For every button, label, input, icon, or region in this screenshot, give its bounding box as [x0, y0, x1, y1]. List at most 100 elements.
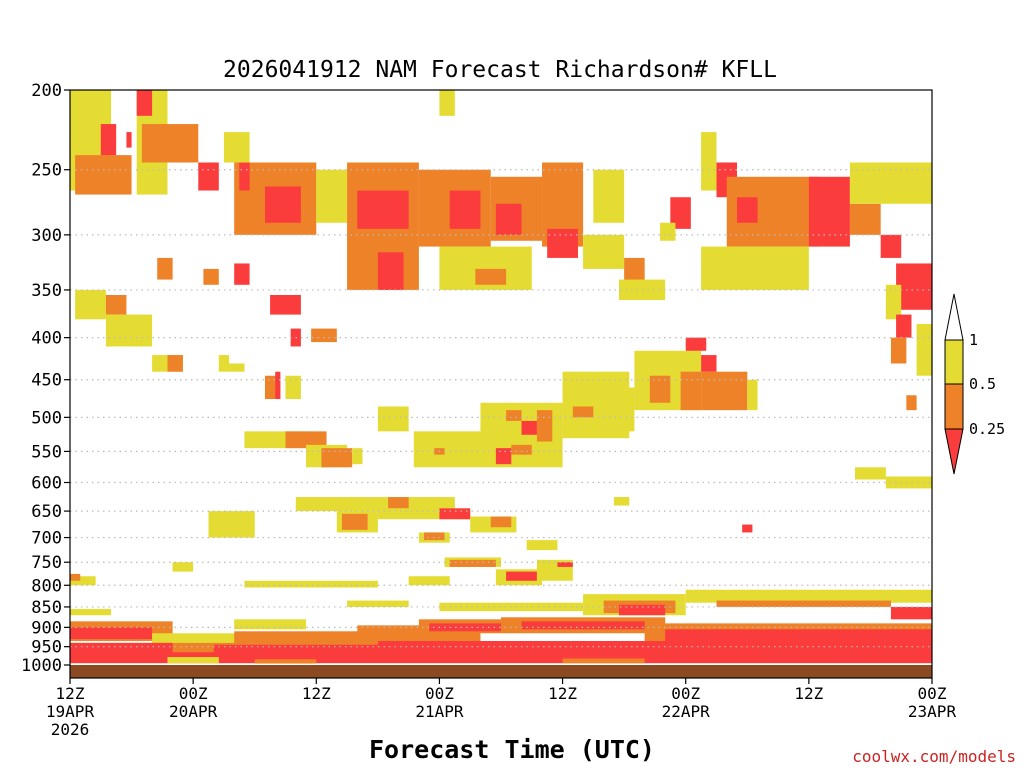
ri-region-81 — [229, 363, 245, 372]
ri-region-4 — [141, 124, 199, 163]
y-axis-pressure: 200 250 300 350 400 450 500 550 600 650 700 750 8008… — [21, 81, 70, 676]
x-tick-label-5-line2: 22APR — [662, 702, 711, 721]
x-tick-label-2-line1: 12Z — [302, 684, 331, 703]
ri-region-83 — [896, 314, 912, 338]
ri-region-37 — [701, 246, 809, 290]
ri-region-112 — [70, 573, 81, 581]
ri-shaded-regions — [70, 90, 932, 664]
y-tick-label-950: 950 — [31, 638, 62, 658]
ri-region-80 — [701, 355, 717, 372]
x-tick-label-7-line1: 00Z — [918, 684, 947, 703]
legend-0-25-to-0-5-swatch — [944, 383, 964, 430]
ri-region-42 — [75, 289, 106, 320]
y-tick-label-800: 800 — [31, 576, 62, 596]
ri-region-70 — [495, 448, 512, 465]
y-tick-label-650: 650 — [31, 502, 62, 522]
ri-region-129 — [429, 623, 501, 632]
y-tick-label-250: 250 — [31, 161, 62, 181]
ri-region-119 — [716, 600, 891, 607]
ri-region-108 — [408, 576, 450, 586]
ri-region-90 — [388, 497, 409, 509]
ri-region-75 — [649, 375, 671, 403]
ri-region-50 — [270, 295, 301, 315]
ri-region-138 — [70, 652, 932, 664]
source-credit: coolwx.com/models — [852, 747, 1016, 766]
ri-region-52 — [311, 328, 337, 343]
ri-region-96 — [490, 516, 512, 528]
ri-region-94 — [439, 508, 471, 520]
plot-frame — [69, 89, 933, 679]
ri-region-63 — [413, 431, 481, 468]
ri-color-legend: 1 0.5 0.25 — [944, 293, 1005, 475]
ri-region-22 — [547, 228, 578, 258]
ri-region-62 — [377, 406, 409, 432]
legend-label-0-25: 0.25 — [969, 420, 1005, 438]
y-tick-label-350: 350 — [31, 281, 62, 301]
ri-region-69 — [511, 444, 532, 455]
ri-region-79 — [747, 379, 758, 411]
x-tick-label-3-line2: 21APR — [415, 702, 464, 721]
y-tick-label-400: 400 — [31, 329, 62, 349]
ri-region-5 — [136, 90, 153, 116]
ri-region-93 — [377, 508, 471, 520]
x-tick-label-1-line1: 00Z — [179, 684, 208, 703]
ri-region-122 — [234, 619, 307, 630]
legend-0-5-to-1-swatch — [944, 339, 964, 385]
y-tick-label-750: 750 — [31, 553, 62, 573]
y-tick-label-600: 600 — [31, 473, 62, 493]
ri-region-77 — [685, 337, 707, 351]
ri-region-98 — [424, 532, 445, 541]
ri-region-11 — [239, 162, 250, 191]
y-tick-label-900: 900 — [31, 618, 62, 638]
y-tick-label-200: 200 — [31, 81, 62, 101]
ri-region-29 — [701, 132, 717, 191]
ri-region-38 — [896, 263, 932, 310]
ri-region-60 — [321, 448, 353, 468]
ri-region-120 — [890, 606, 932, 620]
ri-region-35 — [880, 234, 902, 258]
ri-region-46 — [167, 355, 183, 372]
y-tick-label-300: 300 — [31, 226, 62, 246]
ri-region-71 — [562, 371, 630, 439]
ri-region-73 — [624, 387, 635, 432]
ri-region-25 — [475, 268, 507, 285]
ri-region-14 — [357, 190, 409, 229]
ri-region-36 — [849, 162, 932, 204]
ri-region-34 — [849, 203, 881, 235]
ri-region-109 — [244, 580, 378, 588]
ri-region-92 — [341, 513, 368, 530]
ground-surface-band — [70, 665, 932, 678]
legend-below-0-25-triangle — [944, 428, 964, 475]
ri-region-47 — [157, 257, 173, 280]
ri-region-141 — [562, 658, 645, 664]
ri-region-117 — [619, 604, 666, 616]
y-tick-label-550: 550 — [31, 442, 62, 462]
y-tick-label-450: 450 — [31, 371, 62, 391]
ri-region-99 — [613, 497, 630, 506]
ri-region-6 — [126, 132, 132, 148]
legend-label-1: 1 — [969, 331, 978, 349]
ri-region-53 — [218, 355, 230, 372]
ri-region-86 — [855, 467, 886, 480]
ri-region-100 — [742, 524, 753, 533]
ri-region-8 — [223, 132, 250, 163]
ri-region-33 — [808, 176, 850, 247]
ri-region-44 — [105, 314, 153, 347]
x-tick-label-6-line1: 12Z — [794, 684, 823, 703]
ri-region-39 — [885, 284, 902, 320]
ri-region-41 — [660, 222, 676, 241]
ri-region-103 — [449, 559, 496, 567]
y-tick-label-700: 700 — [31, 529, 62, 549]
ri-region-7 — [198, 162, 219, 191]
ri-region-87 — [885, 476, 932, 489]
ri-region-82 — [890, 337, 907, 364]
x-axis-label: Forecast Time (UTC) — [369, 735, 655, 764]
x-tick-label-1-line2: 20APR — [169, 702, 218, 721]
ri-region-111 — [70, 576, 96, 586]
ri-region-49 — [234, 263, 250, 285]
ri-region-78 — [701, 371, 748, 411]
ri-region-40 — [670, 197, 691, 229]
ri-region-84 — [916, 323, 932, 376]
ri-region-124 — [70, 627, 153, 640]
